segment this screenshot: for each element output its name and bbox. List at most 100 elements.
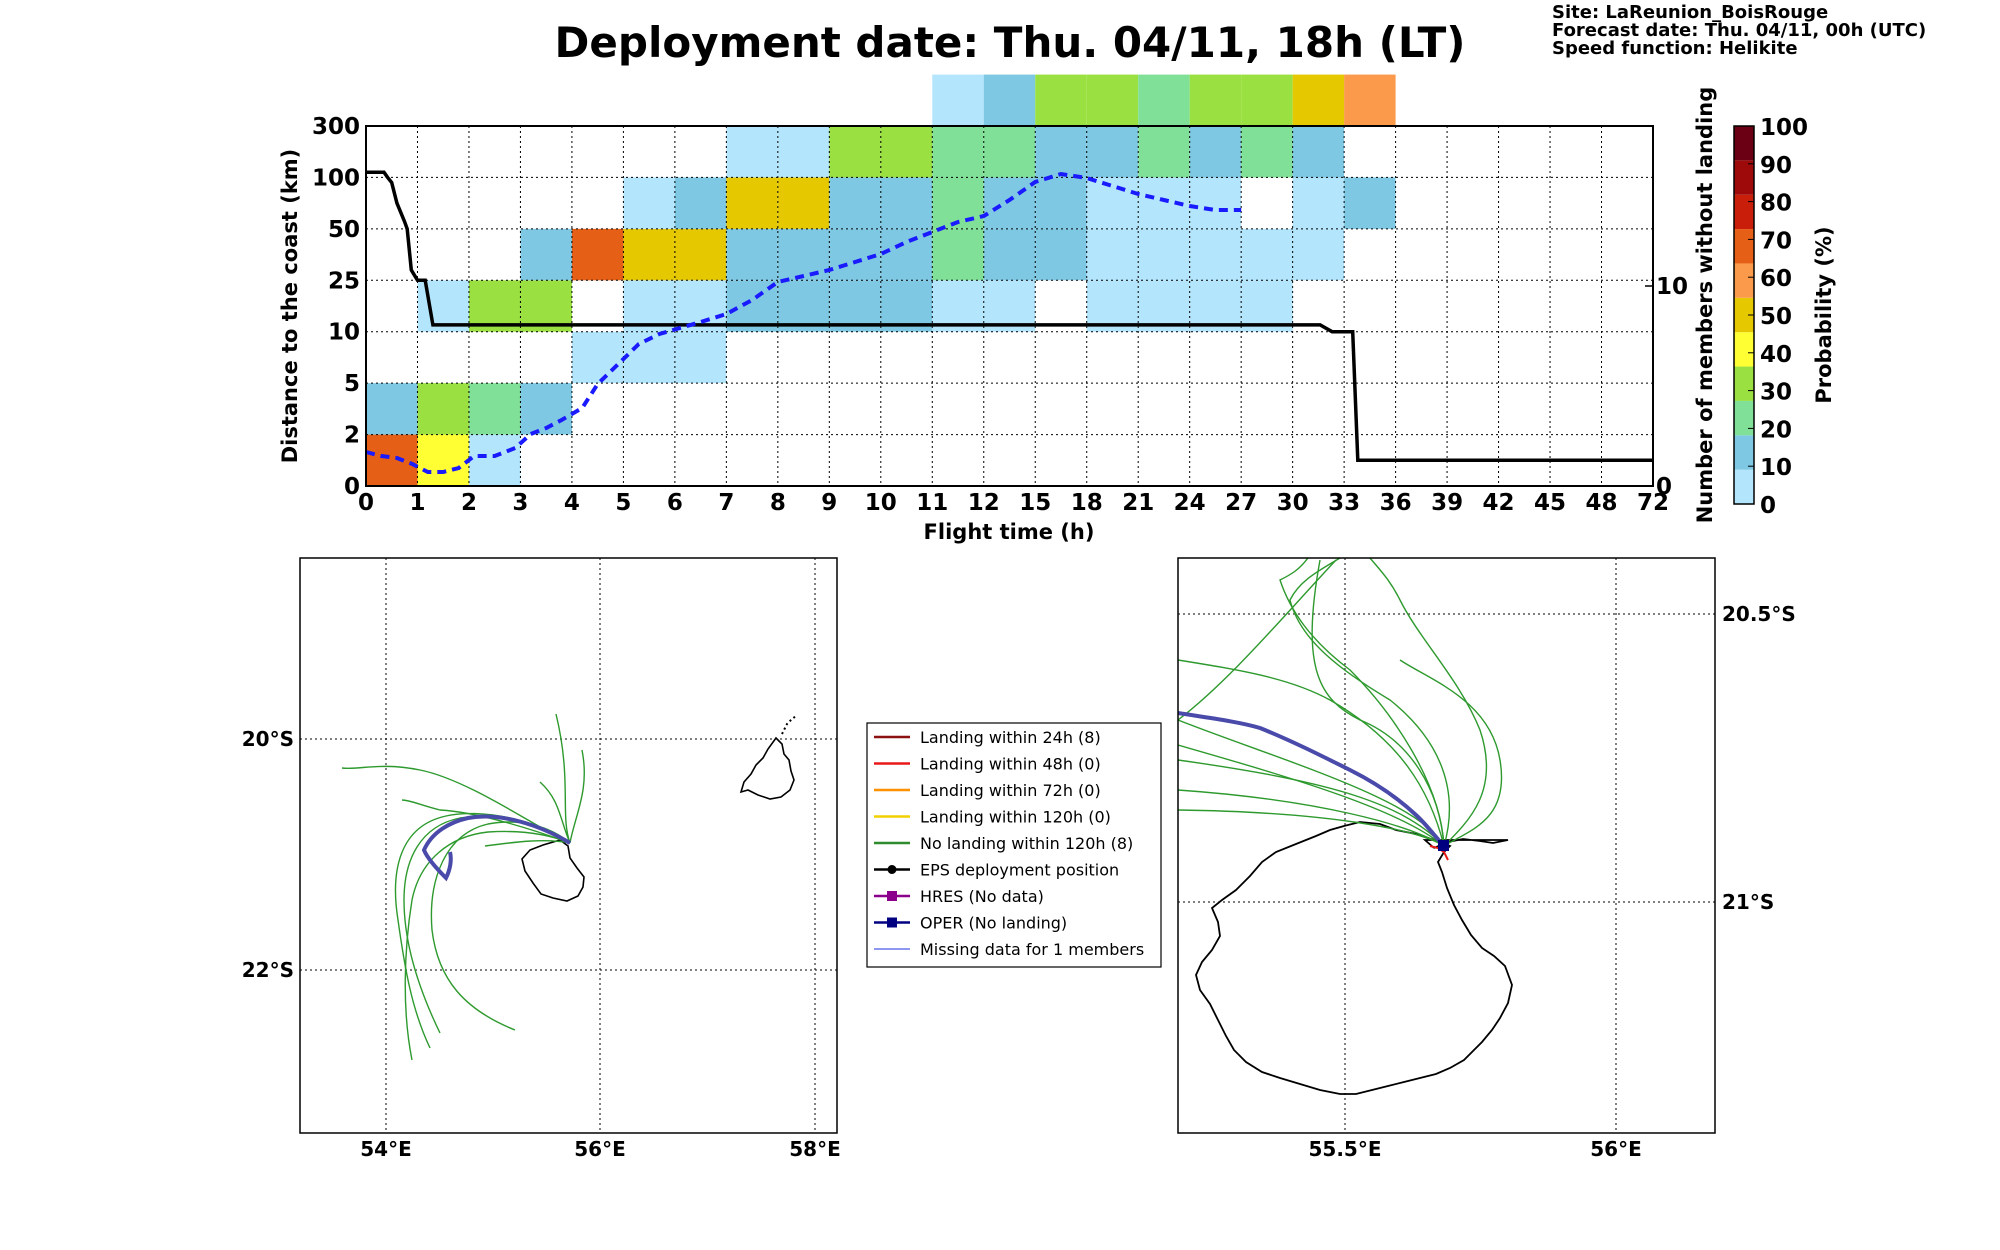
right-map: 55.5°E 56°E 20.5°S 21°S xyxy=(1177,557,1796,1161)
heatmap-cell-45 xyxy=(983,126,1036,178)
heatmap-cell-2 xyxy=(417,434,469,486)
colorbar-segment xyxy=(1734,160,1754,195)
reunion-coastline-large xyxy=(1195,821,1513,1095)
heatmap-cell-14 xyxy=(623,280,675,332)
left-map: 54°E 56°E 58°E 20°S 22°S xyxy=(242,557,841,1161)
legend-label: No landing within 120h (8) xyxy=(920,834,1133,853)
map-tick-label: 56°E xyxy=(1590,1137,1642,1161)
heatmap-cell-60 xyxy=(1138,74,1190,126)
x-tick-label: 8 xyxy=(770,490,786,516)
y-tick-label: 5 xyxy=(344,371,360,397)
x-tick-label: 45 xyxy=(1534,490,1566,516)
heatmap-cell-50 xyxy=(1035,74,1087,126)
series-line-members xyxy=(365,171,1242,474)
legend-frame xyxy=(866,722,1162,968)
heatmap-cell-70 xyxy=(1292,228,1345,281)
heatmap-cell-72 xyxy=(1292,126,1345,178)
y2-tick-label: 10 xyxy=(1656,274,1688,300)
heatmap-cell-55 xyxy=(1086,74,1139,126)
colorbar-tick-label: 30 xyxy=(1760,380,1792,406)
legend-label: HRES (No data) xyxy=(920,887,1044,906)
heatmap-cell-71 xyxy=(1292,177,1345,229)
x-tick-labels: 0 1 2 3 4 5 6 7 8 9 10 11 12 15 18 21 24 27 30 33 36 39 42 45 48… xyxy=(358,490,1669,516)
map-tick-label: 21°S xyxy=(1722,890,1774,914)
x-tick-label: 18 xyxy=(1071,490,1103,516)
x-tick-label: 9 xyxy=(821,490,837,516)
heatmap-cells xyxy=(366,74,1396,486)
legend-label: Missing data for 1 members xyxy=(920,940,1144,959)
x-tick-label: 6 xyxy=(667,490,683,516)
heatmap-cell-20 xyxy=(674,177,727,229)
x-tick-label: 2 xyxy=(461,490,477,516)
heatmap-cell-6 xyxy=(468,383,521,435)
colorbar-segment xyxy=(1734,297,1754,333)
heatmap-chart: 0 1 2 3 4 5 6 7 8 9 10 11 12 15 18 21 24 27 30 33 36 39 42 45 48… xyxy=(278,74,1717,544)
legend-marker xyxy=(887,865,897,874)
heatmap-cell-35 xyxy=(880,177,933,229)
ensemble-trajectories-left xyxy=(341,713,586,1061)
heatmap-cell-25 xyxy=(777,280,830,332)
y-tick-label: 0 xyxy=(344,474,360,500)
oper-position-marker xyxy=(1438,840,1449,851)
heatmap-cell-22 xyxy=(726,228,778,281)
x-tick-label: 5 xyxy=(615,490,631,516)
heatmap-series xyxy=(365,170,1653,474)
colorbar-segment xyxy=(1734,229,1754,264)
colorbar-tick-label: 50 xyxy=(1760,304,1792,330)
x-tick-label: 24 xyxy=(1174,490,1206,516)
colorbar-tick-label: 80 xyxy=(1760,191,1792,217)
left-map-x-ticks: 54°E 56°E 58°E xyxy=(360,1137,841,1161)
x-tick-label: 3 xyxy=(512,490,528,516)
heatmap-cell-41 xyxy=(932,74,984,126)
heatmap-cell-7 xyxy=(468,280,521,332)
colorbar-tick-label: 60 xyxy=(1760,266,1792,292)
x-tick-label: 0 xyxy=(358,490,374,516)
heatmap-cell-62 xyxy=(1189,228,1242,281)
x-tick-label: 72 xyxy=(1637,490,1669,516)
heatmap-cell-29 xyxy=(829,280,881,332)
heatmap-cell-12 xyxy=(571,228,624,281)
heatmap-cell-10 xyxy=(520,228,572,281)
site-label: Site: LaReunion_BoisRouge xyxy=(1552,2,1828,23)
heatmap-cell-64 xyxy=(1189,126,1242,178)
x-tick-label: 27 xyxy=(1225,490,1257,516)
colorbar-segment xyxy=(1734,366,1754,401)
legend-label: EPS deployment position xyxy=(920,861,1119,880)
heatmap-cell-37 xyxy=(932,280,984,332)
heatmap-cell-56 xyxy=(1138,280,1190,332)
legend-marker xyxy=(887,917,897,928)
figure-title: Deployment date: Thu. 04/11, 18h (LT) xyxy=(555,18,1466,67)
y2-tick-labels: 0 10 xyxy=(1645,274,1688,500)
map-tick-label: 20°S xyxy=(242,727,294,751)
legend-label: Landing within 120h (0) xyxy=(920,808,1111,827)
colorbar-cells xyxy=(1734,126,1754,504)
oper-trajectory-left xyxy=(421,814,572,882)
map-tick-label: 20.5°S xyxy=(1722,602,1796,626)
x-tick-label: 4 xyxy=(564,490,580,516)
x-axis-label: Flight time (h) xyxy=(924,520,1095,544)
legend-label: Landing within 24h (8) xyxy=(920,728,1101,747)
colorbar-tick-label: 10 xyxy=(1760,455,1792,481)
map-tick-label: 54°E xyxy=(360,1137,412,1161)
forecast-label: Forecast date: Thu. 04/11, 00h (UTC) xyxy=(1552,20,1926,41)
heatmap-cell-68 xyxy=(1241,126,1293,178)
colorbar-label: Probability (%) xyxy=(1812,226,1836,403)
heatmap-cell-53 xyxy=(1086,177,1139,229)
x-tick-label: 33 xyxy=(1328,490,1360,516)
x-tick-label: 21 xyxy=(1122,490,1154,516)
colorbar-tick-label: 40 xyxy=(1760,342,1792,368)
colorbar-tick-labels: 0 10 20 30 40 50 60 70 80 90 100 xyxy=(1748,115,1808,519)
y-tick-label: 2 xyxy=(344,423,360,449)
colorbar-tick-label: 100 xyxy=(1760,115,1808,141)
heatmap-cell-16 xyxy=(623,177,675,229)
heatmap-grid xyxy=(366,126,1653,486)
left-map-grid xyxy=(300,558,837,1133)
heatmap-cell-51 xyxy=(1086,280,1139,332)
legend-label: OPER (No landing) xyxy=(920,914,1067,933)
legend-label: Landing within 48h (0) xyxy=(920,755,1101,774)
mauritius-dots xyxy=(781,715,797,735)
heatmap-cell-42 xyxy=(983,280,1036,332)
series-line-distance xyxy=(366,170,1653,463)
oper-trajectory-right xyxy=(1178,711,1446,848)
heatmap-cell-5 xyxy=(468,434,521,486)
